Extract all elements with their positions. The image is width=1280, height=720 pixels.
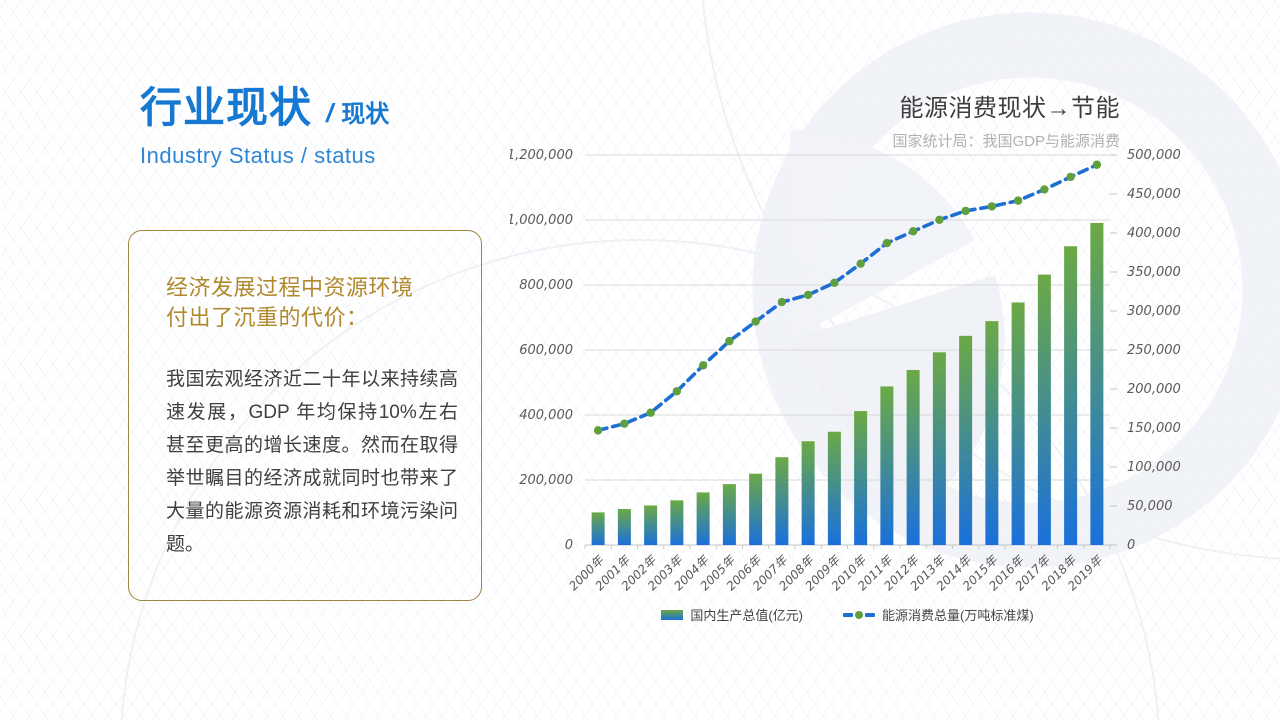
right-axis-tick-label: 300,000 [1127, 304, 1181, 319]
left-axis-tick-label: 200,000 [519, 473, 573, 488]
chart-title: 能源消费现状→节能 [899, 95, 1120, 122]
line-legend-symbol-icon [843, 610, 875, 619]
left-axis-tick-label: 600,000 [519, 343, 573, 358]
gdp-bar [749, 473, 763, 545]
right-axis-tick-label: 50,000 [1127, 499, 1173, 514]
legend-label-gdp: 国内生产总值(亿元) [690, 608, 803, 623]
note-box: 经济发展过程中资源环境 付出了沉重的代价： 我国宏观经济近二十年以来持续高速发展… [128, 230, 482, 601]
right-axis-tick-label: 500,000 [1127, 148, 1181, 163]
note-body-text: 我国宏观经济近二十年以来持续高速发展，GDP 年均保持10%左右甚至更高的增长速… [166, 369, 458, 555]
note-heading: 经济发展过程中资源环境 付出了沉重的代价： [166, 273, 453, 333]
gdp-bar [1011, 302, 1025, 545]
energy-line-marker [1040, 185, 1049, 194]
gdp-bar [617, 508, 631, 545]
legend-item-gdp: 国内生产总值(亿元) [661, 605, 803, 624]
right-axis-tick-label: 100,000 [1127, 460, 1181, 475]
slide-title-block: 行业现状 / 现状 Industry Status / status [140, 74, 389, 169]
right-axis-tick-label: 350,000 [1127, 265, 1181, 280]
energy-line [596, 162, 1099, 433]
energy-line-marker [803, 290, 813, 300]
energy-line-marker [935, 215, 944, 225]
gdp-bar [1064, 246, 1078, 545]
right-axis-tick-label: 200,000 [1127, 382, 1181, 397]
energy-line-marker [1092, 160, 1102, 169]
left-axis-tick-label: 800,000 [519, 278, 573, 293]
energy-line-marker [830, 278, 839, 288]
chart-canvas: 0 200,000 400,000 600,000 800,000 1,000,000 1,… [507, 148, 1181, 593]
energy-line-marker [908, 227, 918, 236]
left-axis-tick-label: 400,000 [519, 408, 573, 423]
energy-line-marker [725, 336, 734, 346]
slide-title: 行业现状 / 现状 [140, 74, 389, 135]
gdp-bar [801, 441, 815, 545]
bar-legend-swatch-icon [661, 609, 684, 620]
energy-line-marker [987, 202, 997, 211]
energy-line-marker [777, 297, 787, 307]
energy-line-marker [856, 259, 865, 268]
gdp-bar [591, 512, 605, 545]
chart-header: 能源消费现状→节能 国家统计局：我国GDP与能源消费 [892, 88, 1120, 151]
gdp-bar [906, 369, 920, 545]
energy-line-marker [646, 408, 655, 417]
right-axis-tick-label: 400,000 [1127, 226, 1181, 241]
right-axis-tick-label: 450,000 [1127, 187, 1181, 202]
gdp-bar [696, 492, 710, 545]
legend-label-energy: 能源消费总量(万吨标准煤) [882, 608, 1034, 623]
slide-subtitle-en: Industry Status / status [140, 143, 376, 168]
gdp-bar [854, 411, 868, 545]
legend-item-energy: 能源消费总量(万吨标准煤) [843, 605, 1034, 624]
energy-line-marker [672, 387, 682, 396]
energy-line-marker [961, 206, 970, 216]
chart-legend: 国内生产总值(亿元) 能源消费总量(万吨标准煤) [585, 605, 1110, 624]
gdp-bar [880, 386, 894, 545]
left-axis-tick-label: 1,200,000 [510, 148, 573, 163]
gdp-bar [1037, 274, 1051, 545]
gdp-bar [722, 484, 736, 545]
title-divider: / [326, 98, 334, 128]
left-axis-tick-label: 0 [565, 538, 573, 553]
gdp-bar [775, 457, 789, 545]
energy-line-marker [1013, 196, 1023, 205]
gdp-bar [670, 500, 684, 545]
right-axis-tick-label: 250,000 [1127, 343, 1181, 358]
gdp-bar [985, 321, 999, 545]
energy-line-marker [882, 238, 892, 248]
energy-line-marker [751, 317, 760, 326]
slide-title-suffix: 现状 [341, 101, 390, 128]
chart-subtitle: 国家统计局：我国GDP与能源消费 [892, 133, 1120, 150]
energy-line-marker [1066, 172, 1075, 182]
note-heading-line2: 付出了沉重的代价： [166, 305, 369, 330]
note-heading-line1: 经济发展过程中资源环境 [166, 275, 414, 300]
energy-line-marker [593, 426, 603, 435]
right-axis-tick-label: 0 [1127, 538, 1135, 553]
gdp-bar [644, 505, 658, 545]
gdp-energy-chart: 0 200,000 400,000 600,000 800,000 1,000,000 1,… [507, 145, 1190, 615]
gdp-bar [932, 352, 946, 545]
gdp-bar [827, 431, 841, 545]
energy-line-marker [698, 361, 708, 370]
slide-title-cn: 行业现状 [140, 84, 313, 131]
energy-line-marker [620, 419, 629, 428]
gdp-bar [959, 335, 973, 545]
gdp-bar [1090, 222, 1104, 545]
left-axis-tick-label: 1,000,000 [510, 213, 573, 228]
right-axis-tick-label: 150,000 [1127, 421, 1181, 436]
